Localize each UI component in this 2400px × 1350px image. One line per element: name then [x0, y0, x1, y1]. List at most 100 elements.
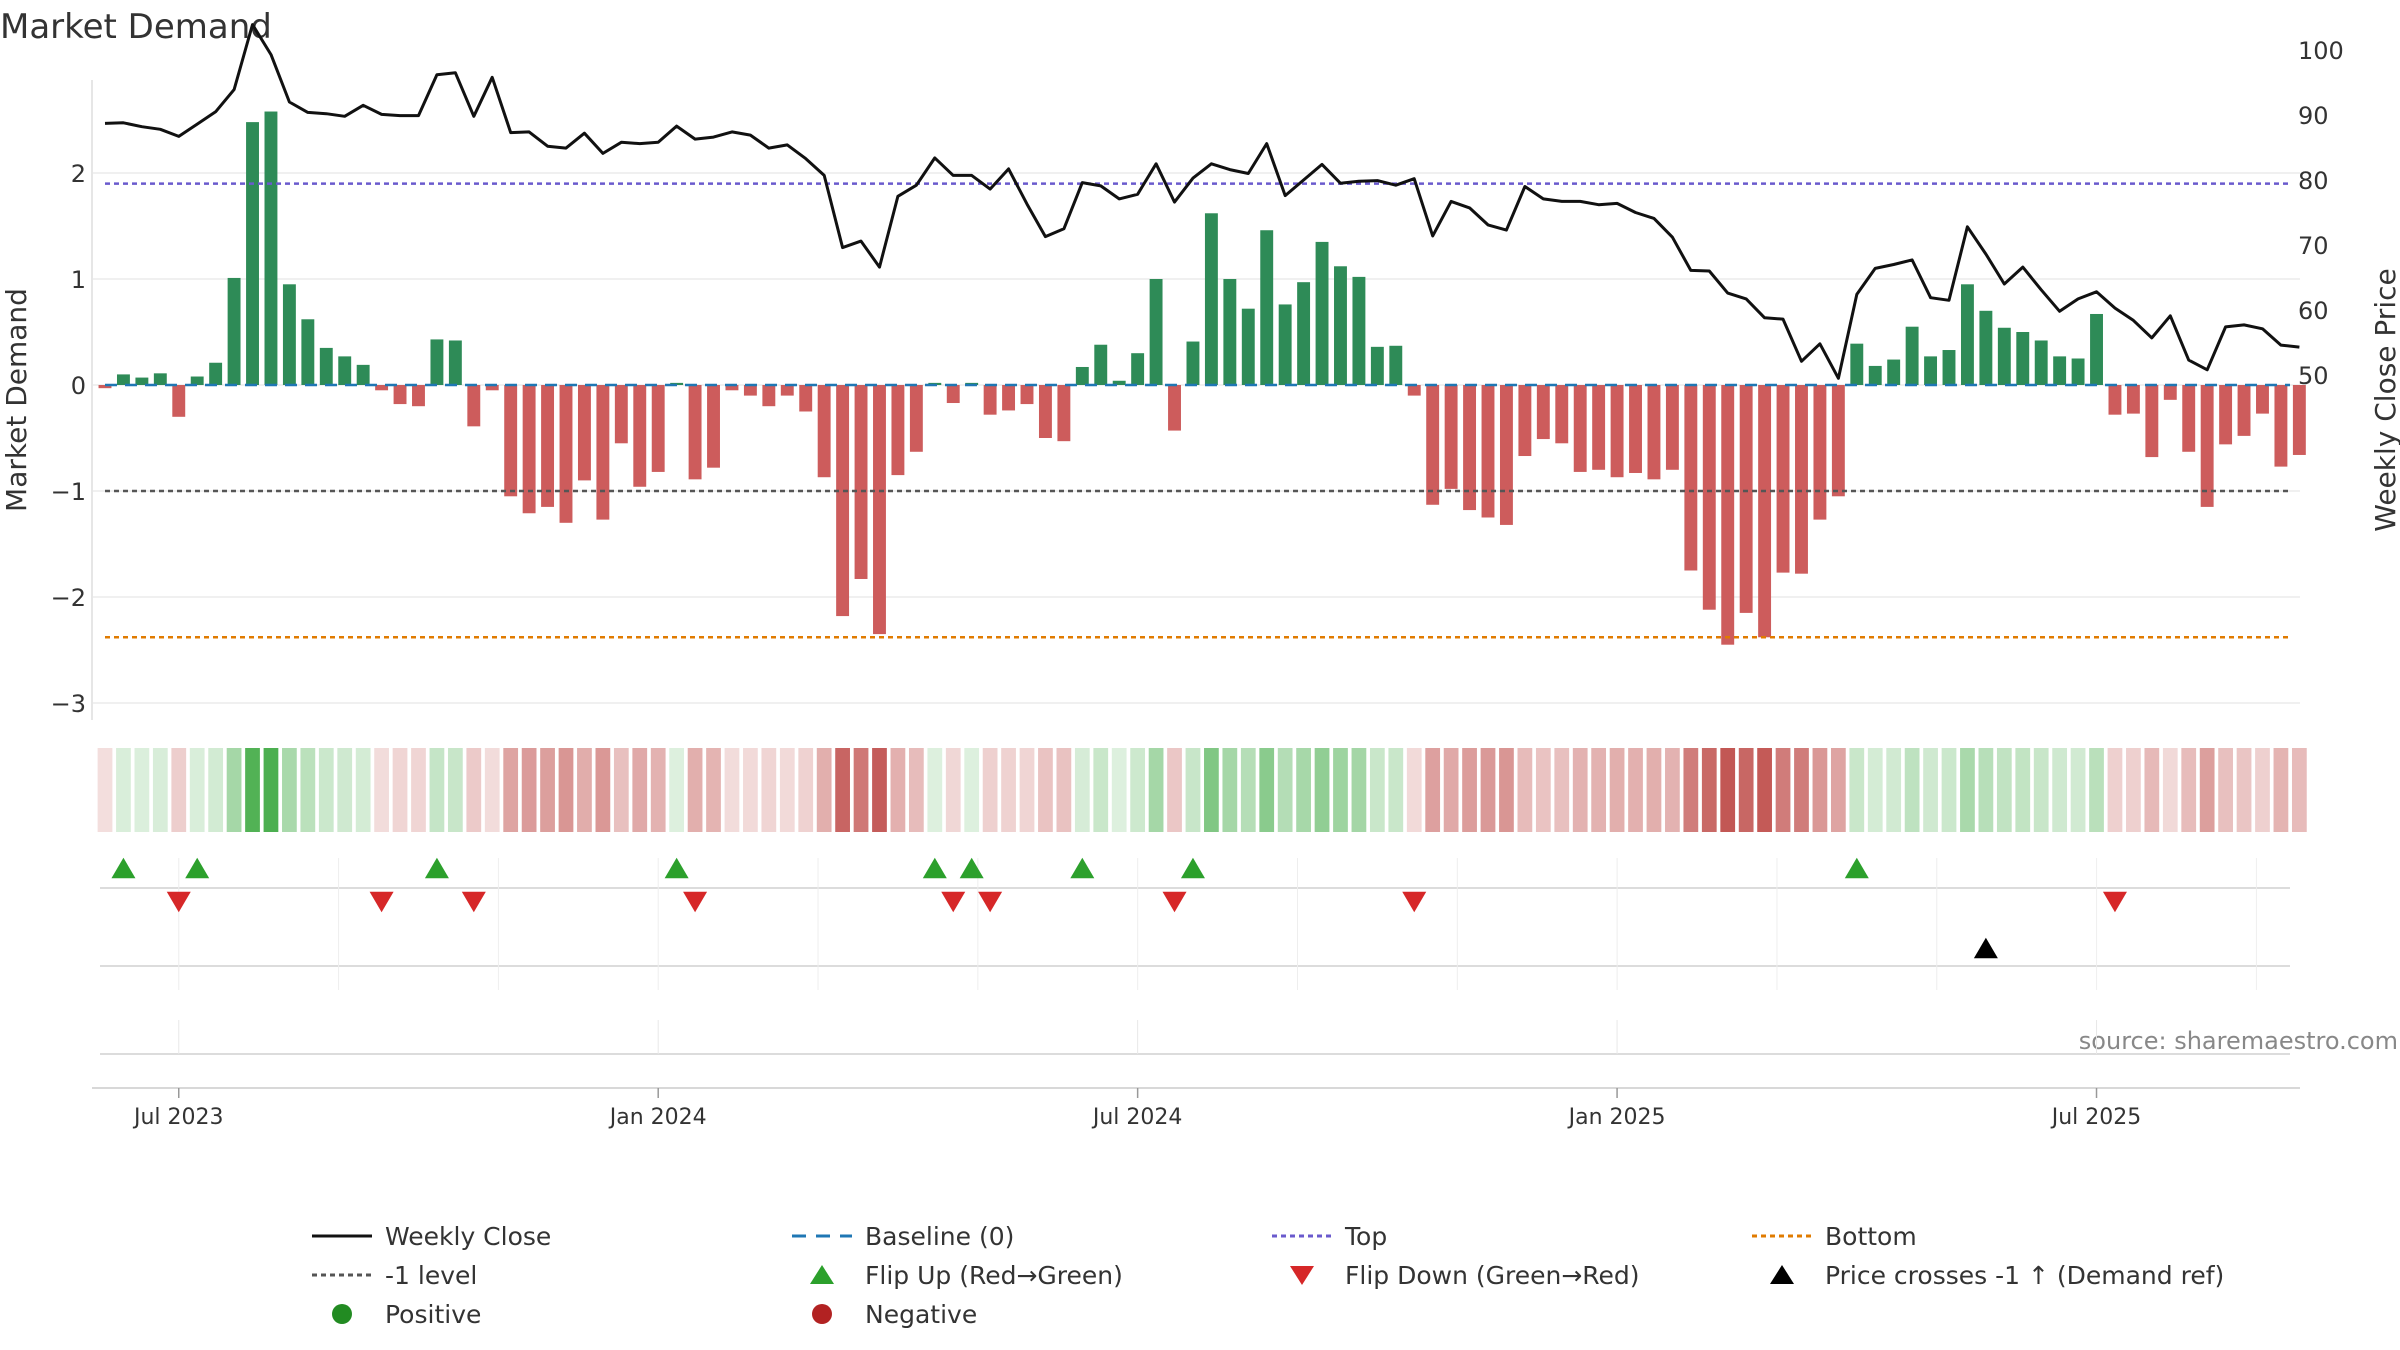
- negative-bar: [1665, 385, 1679, 470]
- positive-bar: [1334, 266, 1347, 385]
- legend-item: Price crosses -1 ↑ (Demand ref): [1770, 1261, 2224, 1290]
- negative-bar: [412, 385, 425, 407]
- y-axis-label: Market Demand: [0, 288, 33, 512]
- heat-cell: [189, 748, 205, 832]
- positive-bar: [1352, 276, 1366, 385]
- heat-cell: [1333, 748, 1348, 832]
- negative-bar: [1057, 385, 1071, 442]
- heat-cell: [724, 748, 740, 832]
- negative-bar: [762, 385, 776, 407]
- flip-up-marker: [922, 857, 947, 879]
- positive-bar: [1094, 344, 1108, 385]
- positive-bar: [190, 376, 204, 385]
- negative-bar: [485, 385, 499, 391]
- negative-bar: [836, 385, 850, 617]
- negative-bar: [743, 385, 757, 396]
- negative-bar: [2237, 385, 2251, 436]
- heat-cell: [1646, 748, 1662, 832]
- flip-down-marker: [1402, 891, 1427, 913]
- negative-bar: [2145, 385, 2159, 458]
- legend-label: -1 level: [385, 1261, 477, 1290]
- negative-bar: [1739, 385, 1753, 613]
- y-tick-label: 0: [71, 372, 86, 400]
- positive-bar: [2016, 332, 2030, 385]
- negative-bar: [541, 385, 555, 507]
- negative-bar: [1499, 385, 1513, 525]
- heat-cell: [1480, 748, 1496, 832]
- weekly-close-line: [104, 23, 2300, 380]
- heat-cell: [1886, 748, 1902, 832]
- heat-cell: [116, 748, 131, 832]
- positive-bar: [448, 340, 462, 385]
- positive-bar: [1370, 346, 1384, 385]
- legend-item: Negative: [812, 1300, 977, 1329]
- heat-cell: [355, 748, 371, 832]
- negative-bar: [2182, 385, 2196, 452]
- y2-axis-label: Weekly Close Price: [2369, 268, 2400, 531]
- heat-cell: [1554, 748, 1570, 832]
- legend-label: Top: [1344, 1222, 1387, 1251]
- y2-tick-label: 70: [2298, 232, 2329, 260]
- heat-cell: [521, 748, 537, 832]
- negative-bar: [1758, 385, 1772, 638]
- negative-bar: [1555, 385, 1569, 444]
- heat-cell: [1941, 748, 1957, 832]
- heat-cell: [392, 748, 408, 832]
- heat-cell: [1038, 748, 1053, 832]
- heat-cell: [908, 748, 924, 832]
- flip-down-marker: [941, 891, 966, 913]
- legend-item: Positive: [332, 1300, 481, 1329]
- negative-bar: [375, 385, 389, 391]
- positive-bar: [209, 362, 223, 385]
- y2-tick-label: 60: [2298, 297, 2329, 325]
- positive-bar: [1905, 326, 1919, 385]
- negative-bar: [393, 385, 407, 405]
- negative-bar: [1647, 385, 1661, 480]
- legend-item: Flip Down (Green→Red): [1290, 1261, 1640, 1290]
- heat-cell: [1111, 748, 1127, 832]
- heat-cell: [1222, 748, 1238, 832]
- heat-cell: [2273, 748, 2289, 832]
- negative-bar: [1536, 385, 1550, 440]
- legend-item: -1 level: [312, 1261, 477, 1290]
- negative-bar: [1684, 385, 1698, 571]
- legend-label: Price crosses -1 ↑ (Demand ref): [1825, 1261, 2224, 1290]
- heat-cell: [1535, 748, 1551, 832]
- legend-label: Baseline (0): [865, 1222, 1014, 1251]
- x-tick-label: Jan 2024: [608, 1105, 707, 1130]
- negative-bar: [2219, 385, 2233, 445]
- negative-bar: [1831, 385, 1845, 497]
- heat-cell: [540, 748, 555, 832]
- heat-cell: [245, 748, 260, 832]
- positive-bar: [116, 374, 130, 385]
- negative-bar: [909, 385, 923, 452]
- negative-bar: [651, 385, 665, 472]
- legend-label: Weekly Close: [385, 1222, 551, 1251]
- y2-tick-label: 80: [2298, 167, 2329, 195]
- negative-bar: [1020, 385, 1034, 405]
- positive-bar: [1850, 343, 1864, 385]
- positive-bar: [282, 284, 296, 385]
- legend-label: Flip Down (Green→Red): [1345, 1261, 1640, 1290]
- positive-bar: [1315, 241, 1329, 385]
- heat-cell: [1683, 748, 1699, 832]
- negative-bar: [1002, 385, 1016, 411]
- negative-bar: [707, 385, 720, 468]
- negative-bar: [1721, 385, 1735, 645]
- positive-bar: [1204, 213, 1218, 385]
- positive-bar: [135, 377, 149, 385]
- positive-bar: [227, 277, 241, 385]
- heat-cell: [1351, 748, 1367, 832]
- heat-cell: [2255, 748, 2270, 832]
- heat-cell: [152, 748, 168, 832]
- positive-bar: [1997, 327, 2011, 385]
- negative-bar: [799, 385, 813, 412]
- heat-cell: [447, 748, 463, 832]
- flip-up-marker: [959, 857, 984, 879]
- negative-bar: [1813, 385, 1827, 520]
- positive-bar: [1075, 366, 1089, 385]
- negative-bar: [1573, 385, 1587, 472]
- positive-bar: [430, 339, 444, 385]
- heat-cell: [282, 748, 297, 832]
